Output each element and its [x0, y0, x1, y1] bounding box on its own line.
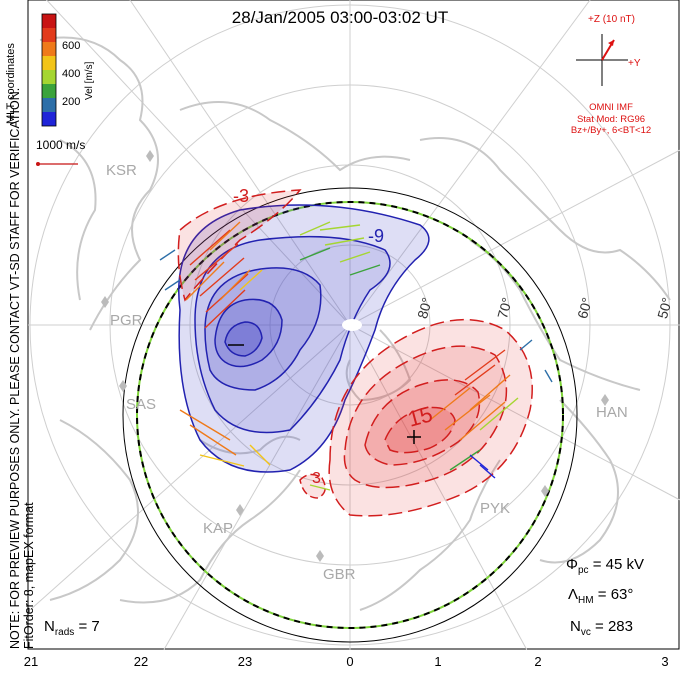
nrads-stat: Nrads = 7	[44, 618, 100, 638]
nrads-value: = 7	[78, 618, 100, 635]
outer-boundary	[122, 187, 578, 643]
site-sas: SAS	[126, 396, 157, 413]
note-line-2: FitOrder: 8, mapEX format	[22, 502, 36, 649]
contour-label-neg9: -9	[368, 226, 385, 246]
preview-note: NOTE: FOR PREVIEW PURPOSES ONLY. PLEASE …	[8, 87, 36, 649]
site-kap: KAP	[203, 520, 234, 537]
colorbar-tick-200: 200	[62, 96, 81, 108]
contour-label-neg3: -3	[233, 186, 250, 206]
contour-label-3: 3	[312, 470, 321, 487]
colorbar	[41, 13, 57, 127]
imf-z-label: +Z (10 nT)	[588, 14, 635, 25]
imf-model: Stat Mod: RG96	[576, 114, 646, 125]
note-line-1: NOTE: FOR PREVIEW PURPOSES ONLY. PLEASE …	[8, 87, 22, 649]
site-gbr: GBR	[323, 566, 356, 583]
phi-pc-symbol: Φ	[566, 556, 578, 573]
nvc-stat: Nvc = 283	[570, 618, 633, 638]
meridian-grid	[28, 0, 680, 650]
mlt-tick-22: 22	[133, 654, 149, 669]
colorbar-label: Vel [m/s]	[84, 61, 95, 100]
nrads-subscript: rads	[54, 627, 75, 638]
nrads-symbol: N	[44, 618, 55, 635]
nvc-value: = 283	[595, 618, 633, 635]
nvc-symbol: N	[570, 618, 581, 635]
site-markers	[101, 150, 609, 562]
map-area	[28, 0, 680, 650]
phi-pc-subscript: pc	[577, 565, 589, 576]
mlt-tick-21: 21	[23, 654, 39, 669]
imf-source: OMNI IMF	[589, 102, 633, 113]
site-pyk: PYK	[480, 500, 511, 517]
coordinate-system: MLT coordinates	[5, 43, 17, 124]
mlt-tick-1: 1	[434, 654, 442, 669]
mlt-tick-2: 2	[534, 654, 542, 669]
site-han: HAN	[596, 404, 628, 421]
imf-clock	[576, 34, 628, 86]
lambda-hm-subscript: HM	[578, 595, 594, 606]
colorbar-tick-400: 400	[62, 68, 81, 80]
hm-boundary	[136, 201, 564, 629]
mlt-tick-0: 0	[346, 654, 354, 669]
negative-potential-cell	[178, 204, 430, 473]
mlt-tick-23: 23	[237, 654, 253, 669]
coastlines	[39, 36, 671, 611]
lambda-hm-value: = 63°	[597, 586, 634, 603]
small-positive-cell	[177, 189, 302, 302]
phi-pc-value: = 45 kV	[592, 556, 644, 573]
mlt-tick-3: 3	[661, 654, 669, 669]
velocity-vectors	[159, 221, 553, 491]
reference-vector-label: 1000 m/s	[36, 138, 86, 152]
colorbar-tick-600: 600	[62, 40, 81, 52]
phi-pc-stat: Φpc = 45 kV	[566, 556, 644, 576]
imf-y-label: +Y	[628, 58, 641, 69]
site-pgr: PGR	[110, 312, 143, 329]
lambda-hm-stat: ΛHM = 63°	[568, 586, 633, 606]
map-title: 28/Jan/2005 03:00-03:02 UT	[231, 8, 449, 27]
pole-marker	[342, 319, 362, 331]
site-ksr: KSR	[106, 162, 137, 179]
imf-condition: Bz+/By+, 6<BT<12	[570, 125, 652, 136]
nvc-subscript: vc	[580, 627, 591, 638]
lambda-hm-symbol: Λ	[568, 586, 579, 603]
